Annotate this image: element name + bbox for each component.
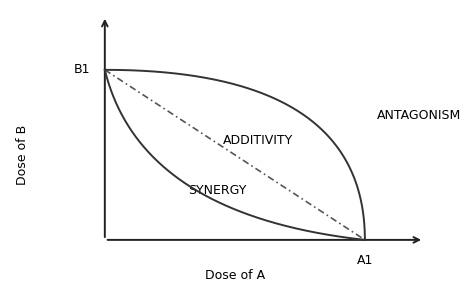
Text: SYNERGY: SYNERGY xyxy=(188,184,246,197)
Text: Dose of B: Dose of B xyxy=(16,125,28,185)
Text: A1: A1 xyxy=(357,254,373,267)
Text: Dose of A: Dose of A xyxy=(205,269,265,282)
Text: ADDITIVITY: ADDITIVITY xyxy=(223,134,293,147)
Text: B1: B1 xyxy=(73,63,90,76)
Text: ANTAGONISM: ANTAGONISM xyxy=(377,109,461,122)
